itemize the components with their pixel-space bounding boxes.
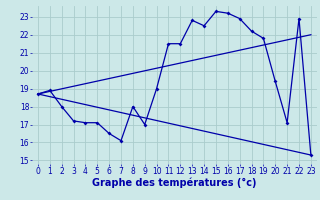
- X-axis label: Graphe des températures (°c): Graphe des températures (°c): [92, 177, 257, 188]
